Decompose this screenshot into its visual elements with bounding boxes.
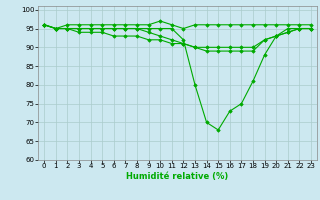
X-axis label: Humidité relative (%): Humidité relative (%)	[126, 172, 229, 181]
